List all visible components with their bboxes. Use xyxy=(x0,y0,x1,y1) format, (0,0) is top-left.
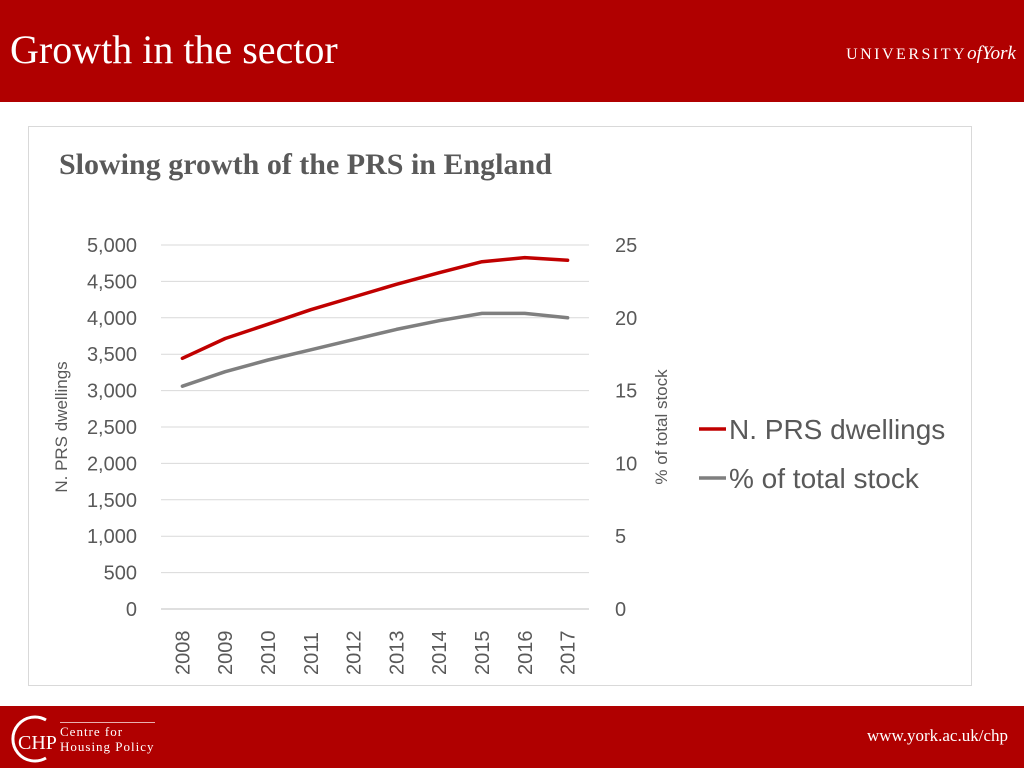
left-y-axis: 0 500 1,000 1,500 2,000 2,500 3,000 3,500 4,000 4… xyxy=(87,235,137,621)
right-y-axis: 0 5 10 15 20 25 xyxy=(615,235,637,621)
series-line xyxy=(180,311,570,388)
legend-label: % of total stock xyxy=(729,463,920,494)
x-tick-label: 2011 xyxy=(301,632,323,675)
series-line xyxy=(180,255,570,361)
y-tick-label: 4,000 xyxy=(87,308,137,330)
y-tick-label: 500 xyxy=(104,563,137,585)
logo-york-text: York xyxy=(981,43,1016,64)
chp-logo-line2: Housing Policy xyxy=(60,739,155,754)
logo-university-text: UNIVERSITY xyxy=(846,46,968,63)
y2-tick-label: 5 xyxy=(615,526,626,548)
x-tick-label: 2010 xyxy=(258,631,280,676)
x-tick-label: 2009 xyxy=(215,631,237,676)
logo-of-text: of xyxy=(967,43,982,64)
y-tick-label: 3,500 xyxy=(87,344,137,366)
y-tick-label: 1,500 xyxy=(87,490,137,512)
x-tick-label: 2012 xyxy=(344,631,366,676)
y-tick-label: 2,500 xyxy=(87,417,137,439)
y-tick-label: 5,000 xyxy=(87,235,137,257)
x-tick-label: 2013 xyxy=(386,631,408,676)
chp-logo-icon: CHP xyxy=(11,715,57,763)
x-tick-label: 2014 xyxy=(429,631,451,676)
legend-label: N. PRS dwellings xyxy=(729,414,945,445)
right-y-axis-label: % of total stock xyxy=(652,369,671,485)
chp-logo-text: Centre for Housing Policy xyxy=(60,722,155,754)
y2-tick-label: 0 xyxy=(615,599,626,621)
y-tick-label: 4,500 xyxy=(87,271,137,293)
y2-tick-label: 15 xyxy=(615,381,637,403)
series-lines xyxy=(180,255,570,388)
university-of-york-logo: UNIVERSITYofYork xyxy=(846,43,1016,65)
y-tick-label: 0 xyxy=(126,599,137,621)
footer-url-link[interactable]: www.york.ac.uk/chp xyxy=(867,726,1008,745)
y-tick-label: 2,000 xyxy=(87,453,137,475)
left-y-axis-label: N. PRS dwellings xyxy=(52,361,71,492)
legend: N. PRS dwellings % of total stock xyxy=(699,414,945,494)
header-bar: Growth in the sector UNIVERSITYofYork xyxy=(0,0,1024,102)
y2-tick-label: 25 xyxy=(615,235,637,257)
slide-title: Growth in the sector xyxy=(10,27,338,72)
gridlines xyxy=(161,244,589,610)
chart-title: Slowing growth of the PRS in England xyxy=(59,148,552,181)
x-axis: 2008 2009 2010 2011 2012 2013 2014 2015 2016 2017 xyxy=(172,631,579,676)
x-tick-label: 2017 xyxy=(558,631,580,676)
x-tick-label: 2016 xyxy=(515,631,537,676)
y2-tick-label: 10 xyxy=(615,453,637,475)
y-tick-label: 3,000 xyxy=(87,381,137,403)
x-tick-label: 2015 xyxy=(472,631,494,676)
chp-logo-initials: CHP xyxy=(18,732,57,754)
footer-bar: CHP Centre for Housing Policy www.york.a… xyxy=(0,706,1024,768)
y-tick-label: 1,000 xyxy=(87,526,137,548)
chart-container: Slowing growth of the PRS in England 0 50… xyxy=(28,126,972,686)
chp-logo-line1: Centre for xyxy=(60,724,124,739)
x-tick-label: 2008 xyxy=(172,631,194,676)
y2-tick-label: 20 xyxy=(615,308,637,330)
line-chart: Slowing growth of the PRS in England 050… xyxy=(52,148,945,676)
